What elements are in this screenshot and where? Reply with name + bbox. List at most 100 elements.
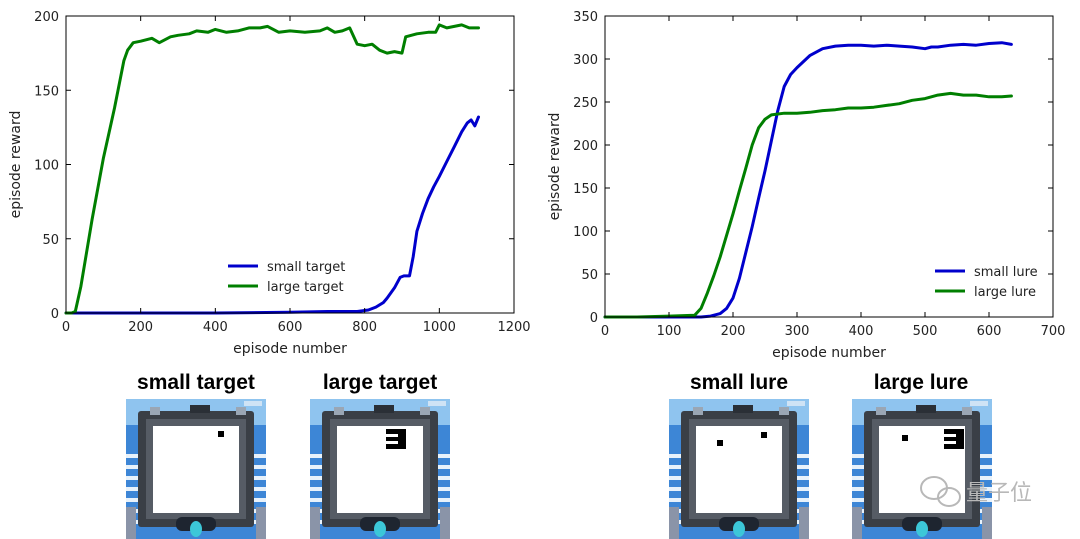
thumb-title-small-lure: small lure bbox=[690, 371, 788, 394]
floor-light bbox=[976, 454, 992, 458]
floor-light bbox=[793, 454, 809, 458]
thumbnail-small-lure bbox=[669, 399, 809, 539]
floor-light bbox=[669, 487, 685, 491]
x-tick-label: 0 bbox=[601, 324, 609, 339]
floor-light bbox=[126, 454, 142, 458]
x-tick-label: 200 bbox=[721, 324, 746, 339]
floor-light bbox=[126, 498, 142, 502]
floor-light bbox=[434, 476, 450, 480]
y-tick-label: 0 bbox=[51, 307, 59, 322]
floor-light bbox=[126, 465, 142, 469]
x-tick-label: 700 bbox=[1041, 324, 1066, 339]
top-gadget bbox=[420, 407, 430, 415]
floor-light bbox=[434, 487, 450, 491]
series-line-large-target bbox=[64, 23, 480, 315]
x-tick-label: 800 bbox=[352, 320, 377, 335]
reward-chart-lure: 0 100 200 300 400 500 600 700 0 50 100 150 200 250 300… bbox=[547, 10, 1065, 361]
y-tick-label: 300 bbox=[573, 53, 598, 68]
floor-grid bbox=[982, 507, 992, 539]
floor-light bbox=[310, 498, 326, 502]
y-tick-label: 150 bbox=[34, 84, 59, 99]
floor-light bbox=[669, 498, 685, 502]
floor-grid bbox=[440, 507, 450, 539]
y-axis-label: episode reward bbox=[8, 111, 24, 219]
robot-eye bbox=[190, 521, 202, 537]
floor-light bbox=[250, 465, 266, 469]
watermark: 量子位 bbox=[920, 476, 1032, 507]
floor-light bbox=[976, 487, 992, 491]
y-tick-label: 50 bbox=[42, 233, 59, 248]
legend-label: large target bbox=[267, 280, 344, 295]
screen-display bbox=[696, 426, 782, 513]
floor-light bbox=[793, 476, 809, 480]
hud-readout bbox=[787, 401, 805, 406]
floor-grid bbox=[669, 507, 679, 539]
robot-eye bbox=[916, 521, 928, 537]
x-tick-label: 500 bbox=[913, 324, 938, 339]
floor-light bbox=[793, 498, 809, 502]
thumbnail-large-target bbox=[310, 399, 450, 539]
top-gadget bbox=[733, 405, 753, 413]
x-tick-label: 200 bbox=[128, 320, 153, 335]
series-line-small-lure bbox=[603, 41, 1013, 319]
floor-light bbox=[434, 498, 450, 502]
top-gadget bbox=[693, 407, 703, 415]
floor-grid bbox=[799, 507, 809, 539]
screen-display bbox=[153, 426, 239, 513]
legend-label: small lure bbox=[974, 265, 1038, 280]
legend-label: large lure bbox=[974, 285, 1036, 300]
plot-frame bbox=[604, 15, 1054, 318]
floor-grid bbox=[310, 507, 320, 539]
target-marker-gap bbox=[386, 434, 398, 437]
x-tick-label: 0 bbox=[62, 320, 70, 335]
target-marker-gap bbox=[944, 434, 956, 437]
x-axis-label: episode number bbox=[233, 341, 347, 357]
floor-light bbox=[310, 454, 326, 458]
top-gadget bbox=[876, 407, 886, 415]
floor-grid bbox=[126, 507, 136, 539]
x-tick-label: 400 bbox=[849, 324, 874, 339]
thumbnail-small-target bbox=[126, 399, 266, 539]
top-gadget bbox=[962, 407, 972, 415]
y-axis-label: episode reward bbox=[547, 113, 563, 221]
top-gadget bbox=[150, 407, 160, 415]
y-tick-label: 150 bbox=[573, 182, 598, 197]
reward-chart-target: 0 200 400 600 800 1000 1200 0 50 100 150 200 episode… bbox=[8, 10, 531, 357]
watermark-text: 量子位 bbox=[966, 481, 1032, 506]
floor-light bbox=[976, 498, 992, 502]
y-tick-label: 100 bbox=[573, 225, 598, 240]
thumb-title-large-target: large target bbox=[323, 371, 437, 394]
top-gadget bbox=[779, 407, 789, 415]
floor-light bbox=[669, 454, 685, 458]
floor-light bbox=[976, 465, 992, 469]
hud-readout bbox=[428, 401, 446, 406]
legend: small lure large lure bbox=[935, 265, 1038, 300]
robot-eye bbox=[733, 521, 745, 537]
series-line-large-lure bbox=[603, 91, 1013, 319]
floor-light bbox=[310, 465, 326, 469]
floor-light bbox=[852, 498, 868, 502]
floor-light bbox=[852, 476, 868, 480]
y-tick-label: 200 bbox=[573, 139, 598, 154]
legend-label: small target bbox=[267, 260, 345, 275]
floor-grid bbox=[852, 507, 862, 539]
target-marker bbox=[761, 432, 767, 438]
y-tick-label: 50 bbox=[581, 268, 598, 283]
x-tick-label: 100 bbox=[657, 324, 682, 339]
x-axis-label: episode number bbox=[772, 345, 886, 361]
top-gadget bbox=[916, 405, 936, 413]
floor-light bbox=[310, 476, 326, 480]
floor-light bbox=[250, 487, 266, 491]
floor-light bbox=[434, 465, 450, 469]
wechat-icon bbox=[920, 476, 961, 507]
lure-marker bbox=[902, 435, 908, 441]
y-tick-label: 250 bbox=[573, 96, 598, 111]
target-marker bbox=[218, 431, 224, 437]
target-marker-gap bbox=[944, 441, 956, 444]
screen-display bbox=[337, 426, 423, 513]
legend: small target large target bbox=[228, 260, 345, 295]
series-line-small-target bbox=[64, 115, 480, 315]
floor-light bbox=[852, 465, 868, 469]
target-marker bbox=[944, 429, 964, 449]
